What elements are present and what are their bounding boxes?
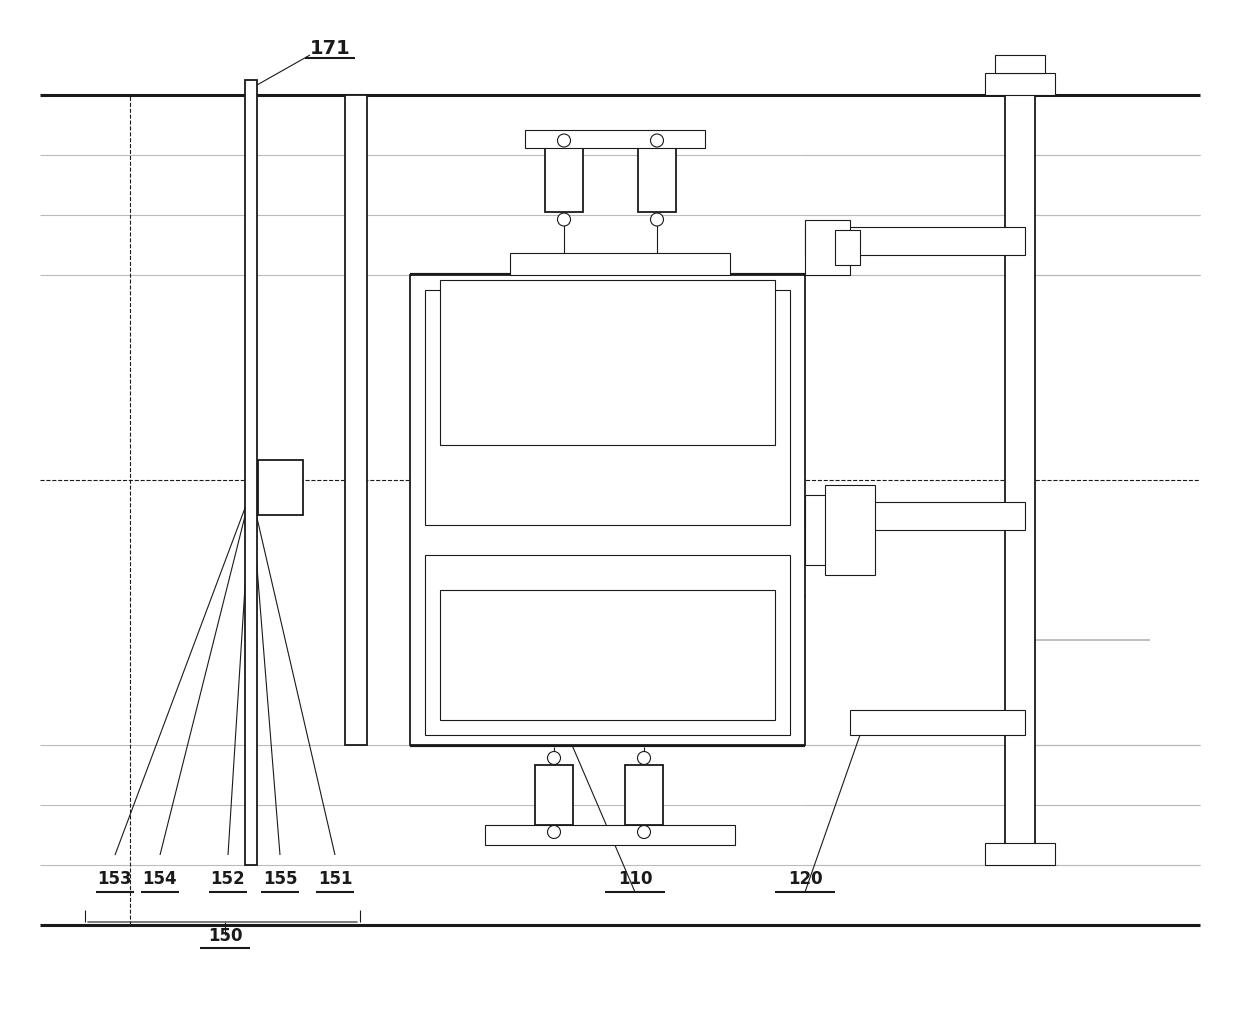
Circle shape — [651, 213, 663, 226]
Text: 154: 154 — [143, 870, 177, 888]
Circle shape — [558, 213, 570, 226]
Circle shape — [637, 752, 651, 764]
Text: 110: 110 — [618, 870, 652, 888]
Bar — [410, 275, 805, 745]
Bar — [985, 73, 1055, 95]
Bar — [994, 55, 1045, 73]
Text: 150: 150 — [208, 927, 242, 945]
Bar — [835, 230, 861, 265]
Bar — [258, 460, 303, 515]
Text: 120: 120 — [787, 870, 822, 888]
Bar — [639, 147, 676, 212]
Bar — [546, 147, 583, 212]
Bar — [425, 555, 790, 735]
Bar — [1004, 90, 1035, 845]
Bar — [805, 502, 1025, 530]
Bar — [805, 220, 849, 275]
Bar — [246, 80, 257, 865]
Text: 153: 153 — [98, 870, 133, 888]
Bar — [825, 485, 875, 575]
Circle shape — [548, 825, 560, 838]
Bar — [485, 825, 735, 845]
Bar — [805, 495, 866, 565]
Text: 155: 155 — [263, 870, 298, 888]
Bar — [534, 765, 573, 825]
Bar — [625, 765, 663, 825]
Bar — [510, 253, 730, 275]
Bar — [440, 280, 775, 445]
Circle shape — [548, 752, 560, 764]
Bar — [425, 290, 790, 525]
Bar — [985, 843, 1055, 865]
Bar — [849, 710, 1025, 735]
Circle shape — [651, 134, 663, 147]
Circle shape — [558, 134, 570, 147]
Text: 151: 151 — [317, 870, 352, 888]
Bar — [440, 590, 775, 720]
Circle shape — [637, 825, 651, 838]
Bar — [345, 95, 367, 745]
Bar — [525, 130, 706, 148]
Text: 171: 171 — [310, 38, 351, 58]
Text: 152: 152 — [211, 870, 246, 888]
Bar — [805, 227, 1025, 255]
